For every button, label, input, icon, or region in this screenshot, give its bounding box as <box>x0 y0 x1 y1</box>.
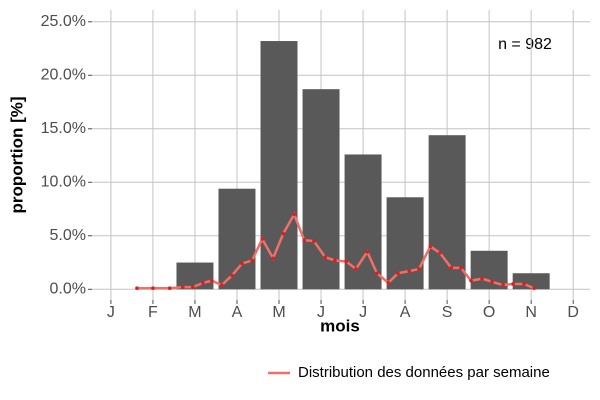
y-tick-label: 20.0% <box>41 66 86 83</box>
bar <box>428 135 466 290</box>
point <box>220 283 224 287</box>
point <box>167 286 172 291</box>
x-tick-label: F <box>148 304 158 321</box>
point <box>365 250 370 254</box>
point <box>302 238 307 242</box>
point <box>354 267 358 271</box>
point <box>135 286 139 291</box>
annotation: n = 982 <box>498 36 552 53</box>
x-axis-label: mois <box>320 316 360 335</box>
point <box>191 285 195 289</box>
point <box>459 266 463 270</box>
x-tick-label: J <box>317 304 325 321</box>
point <box>407 269 412 273</box>
point <box>532 286 536 291</box>
x-tick-label: N <box>525 304 537 321</box>
bar <box>218 188 256 290</box>
point <box>344 259 349 264</box>
point <box>260 237 265 241</box>
point <box>428 244 433 249</box>
point <box>333 258 337 263</box>
point <box>511 282 515 286</box>
point <box>151 286 155 291</box>
point <box>449 266 454 270</box>
point <box>490 280 494 284</box>
bar <box>470 250 508 290</box>
y-tick-label: 0.0% <box>50 281 86 298</box>
point <box>250 258 254 263</box>
point <box>240 261 244 266</box>
point <box>180 285 185 289</box>
point <box>417 267 421 271</box>
x-tick-label: D <box>567 304 579 321</box>
point <box>469 278 473 283</box>
bar <box>176 262 214 290</box>
y-axis-label: proportion [%] <box>7 96 26 213</box>
point <box>230 273 234 278</box>
point <box>292 212 296 217</box>
point <box>312 239 316 243</box>
bar <box>260 41 298 290</box>
point <box>209 278 214 283</box>
x-tick-label: J <box>107 304 115 321</box>
x-tick-label: O <box>483 304 495 321</box>
point <box>271 256 275 261</box>
bar <box>302 89 340 290</box>
x-tick-label: M <box>272 304 285 321</box>
y-tick-label: 10.0% <box>41 174 86 191</box>
bar <box>386 197 424 290</box>
x-tick-label: A <box>400 304 411 321</box>
y-tick-label: 5.0% <box>50 227 86 244</box>
y-tick-label: 25.0% <box>41 13 86 30</box>
y-tick-label: 15.0% <box>41 120 86 137</box>
x-tick-label: A <box>232 304 243 321</box>
x-tick-label: S <box>442 304 453 321</box>
point <box>386 281 391 285</box>
point <box>438 251 442 255</box>
bar <box>512 273 550 290</box>
point <box>375 271 379 276</box>
point <box>501 283 505 287</box>
point <box>522 282 526 286</box>
point <box>396 271 400 276</box>
point <box>323 255 328 259</box>
x-tick-label: M <box>188 304 201 321</box>
line <box>136 211 535 290</box>
point <box>281 231 286 236</box>
legend-label: Distribution des données par semaine <box>298 364 550 381</box>
point <box>201 281 205 285</box>
point <box>480 276 484 281</box>
x-tick-label: J <box>359 304 367 321</box>
